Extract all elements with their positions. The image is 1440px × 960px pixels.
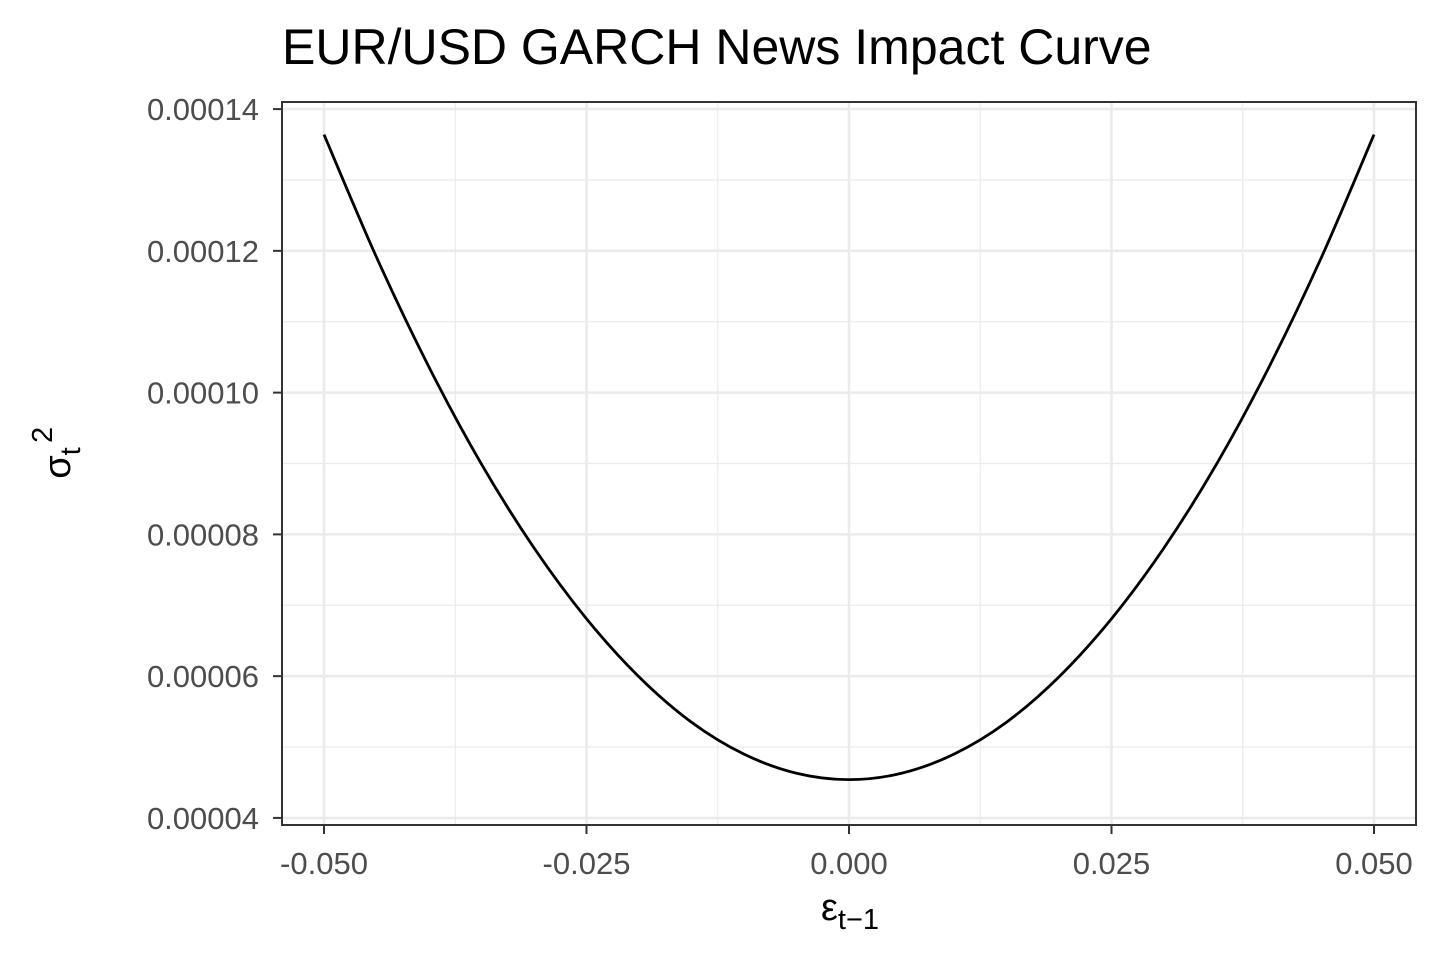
x-tick-label: 0.025 xyxy=(1073,846,1151,881)
y-axis-title-superscript: 2 xyxy=(27,427,59,443)
y-tick-label: 0.00014 xyxy=(147,92,259,127)
x-tick-label: -0.050 xyxy=(280,846,368,881)
x-axis-title-base: ε xyxy=(821,887,838,929)
y-axis-title-base: σ xyxy=(37,455,79,478)
x-tick-label: -0.025 xyxy=(543,846,631,881)
y-axis-title: σt 2 xyxy=(27,427,87,479)
y-tick-label: 0.00006 xyxy=(147,659,259,694)
x-tick-label: 0.000 xyxy=(810,846,888,881)
x-tick-label: 0.050 xyxy=(1335,846,1413,881)
y-axis-title-subscript: t xyxy=(55,447,87,455)
y-tick-label: 0.00004 xyxy=(147,801,259,836)
major-gridlines xyxy=(282,102,1416,825)
chart-title: EUR/USD GARCH News Impact Curve xyxy=(282,19,1152,75)
x-axis: -0.050 -0.025 0.000 0.025 0.050 xyxy=(280,825,1413,881)
x-axis-title: εt−1 xyxy=(821,887,879,936)
svg-text:σt: σt xyxy=(37,447,87,479)
y-tick-label: 0.00012 xyxy=(147,234,259,269)
y-axis: 0.00004 0.00006 0.00008 0.00010 0.00012 0.000… xyxy=(147,92,282,836)
y-tick-label: 0.00008 xyxy=(147,517,259,552)
y-tick-label: 0.00010 xyxy=(147,376,259,411)
news-impact-curve-line xyxy=(322,134,1376,782)
x-axis-title-subscript: t−1 xyxy=(838,904,879,936)
